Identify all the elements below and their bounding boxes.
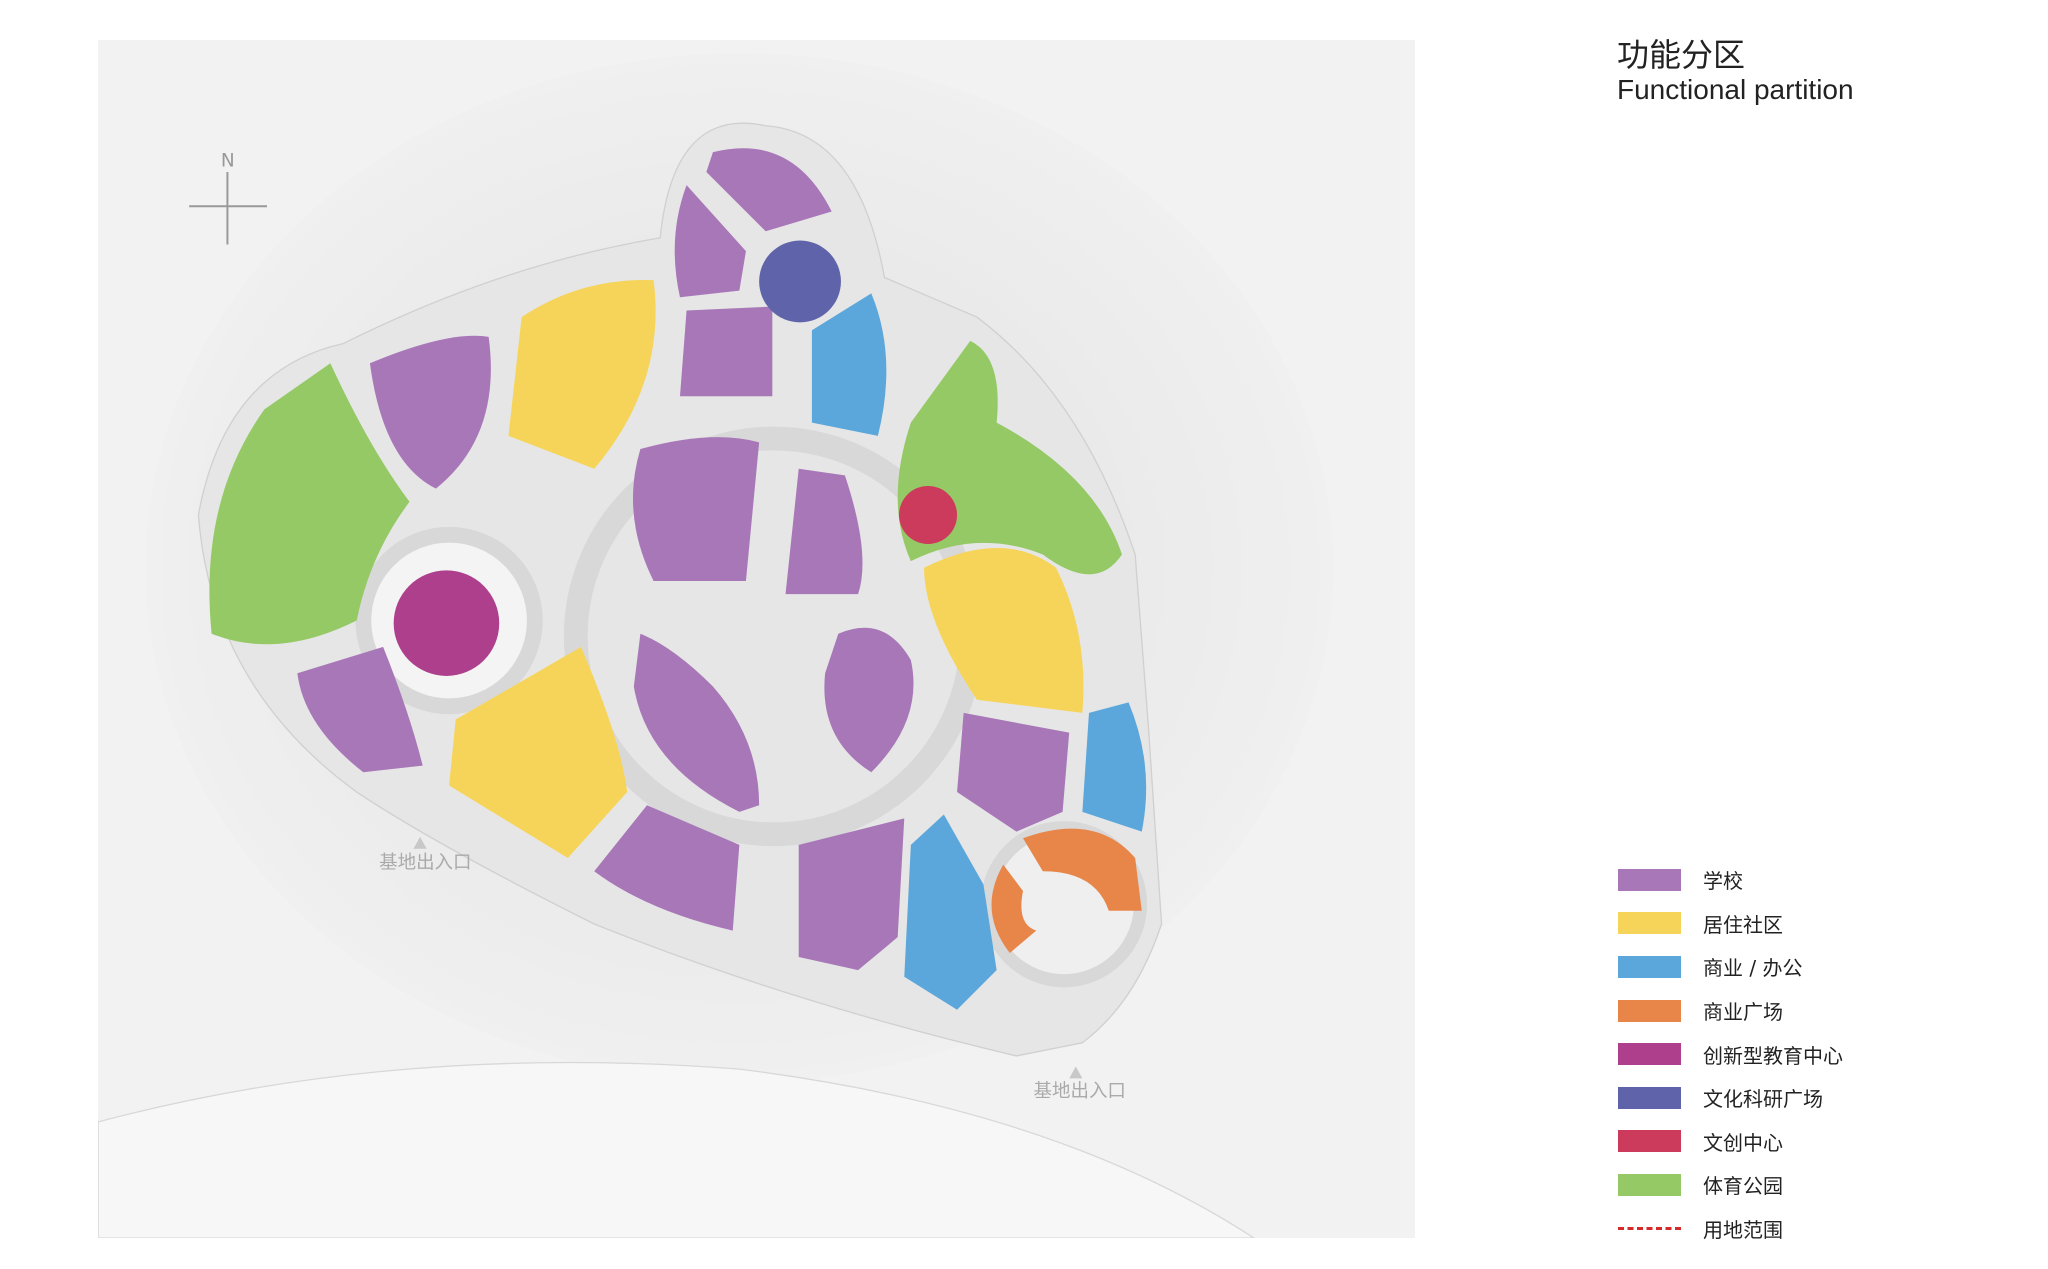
legend-item-site-boundary: 用地范围 <box>1618 1207 1843 1251</box>
legend-swatch <box>1618 1043 1681 1066</box>
site-plan-map: N 基地出入口 基地出入口 <box>98 40 1415 1238</box>
entrance-marker-icon <box>413 836 427 849</box>
legend-item-commercial-office: 商业 / 办公 <box>1618 945 1843 989</box>
north-arrow-icon <box>189 171 268 245</box>
zone-innovation-education-center <box>393 570 500 676</box>
legend-swatch <box>1618 912 1681 935</box>
entrance-marker-icon <box>1069 1066 1083 1079</box>
legend-dash-line <box>1618 1227 1681 1231</box>
legend-swatch <box>1618 1173 1681 1196</box>
title-chinese: 功能分区 <box>1617 36 1746 74</box>
zone-commercial-plaza <box>991 864 1037 954</box>
zone-cultural-creative-center <box>898 485 958 545</box>
legend-item-sports-park: 体育公园 <box>1618 1163 1843 1207</box>
legend-swatch <box>1618 955 1681 978</box>
legend-item-innovation-education: 创新型教育中心 <box>1618 1032 1843 1076</box>
legend-item-school: 学校 <box>1618 858 1843 902</box>
legend-item-cultural-creative: 文创中心 <box>1618 1120 1843 1164</box>
legend-swatch <box>1618 999 1681 1022</box>
zone-cultural-research-plaza <box>759 240 841 323</box>
legend-item-commercial-plaza: 商业广场 <box>1618 989 1843 1033</box>
zone-sports-park <box>209 363 410 645</box>
entrance-label: 基地出入口 <box>379 853 471 874</box>
legend-item-residential: 居住社区 <box>1618 902 1843 946</box>
north-label: N <box>221 151 235 172</box>
entrance-label: 基地出入口 <box>1034 1081 1126 1102</box>
legend-swatch <box>1618 868 1681 891</box>
zone-commercial-plaza <box>1023 828 1142 911</box>
legend-swatch <box>1618 1086 1681 1109</box>
legend-item-cultural-research: 文化科研广场 <box>1618 1076 1843 1120</box>
title-english: Functional partition <box>1617 74 1854 105</box>
legend: 学校 居住社区 商业 / 办公 商业广场 创新型教育中心 文化科研广场 文创中心… <box>1618 858 1843 1250</box>
legend-swatch <box>1618 1130 1681 1153</box>
